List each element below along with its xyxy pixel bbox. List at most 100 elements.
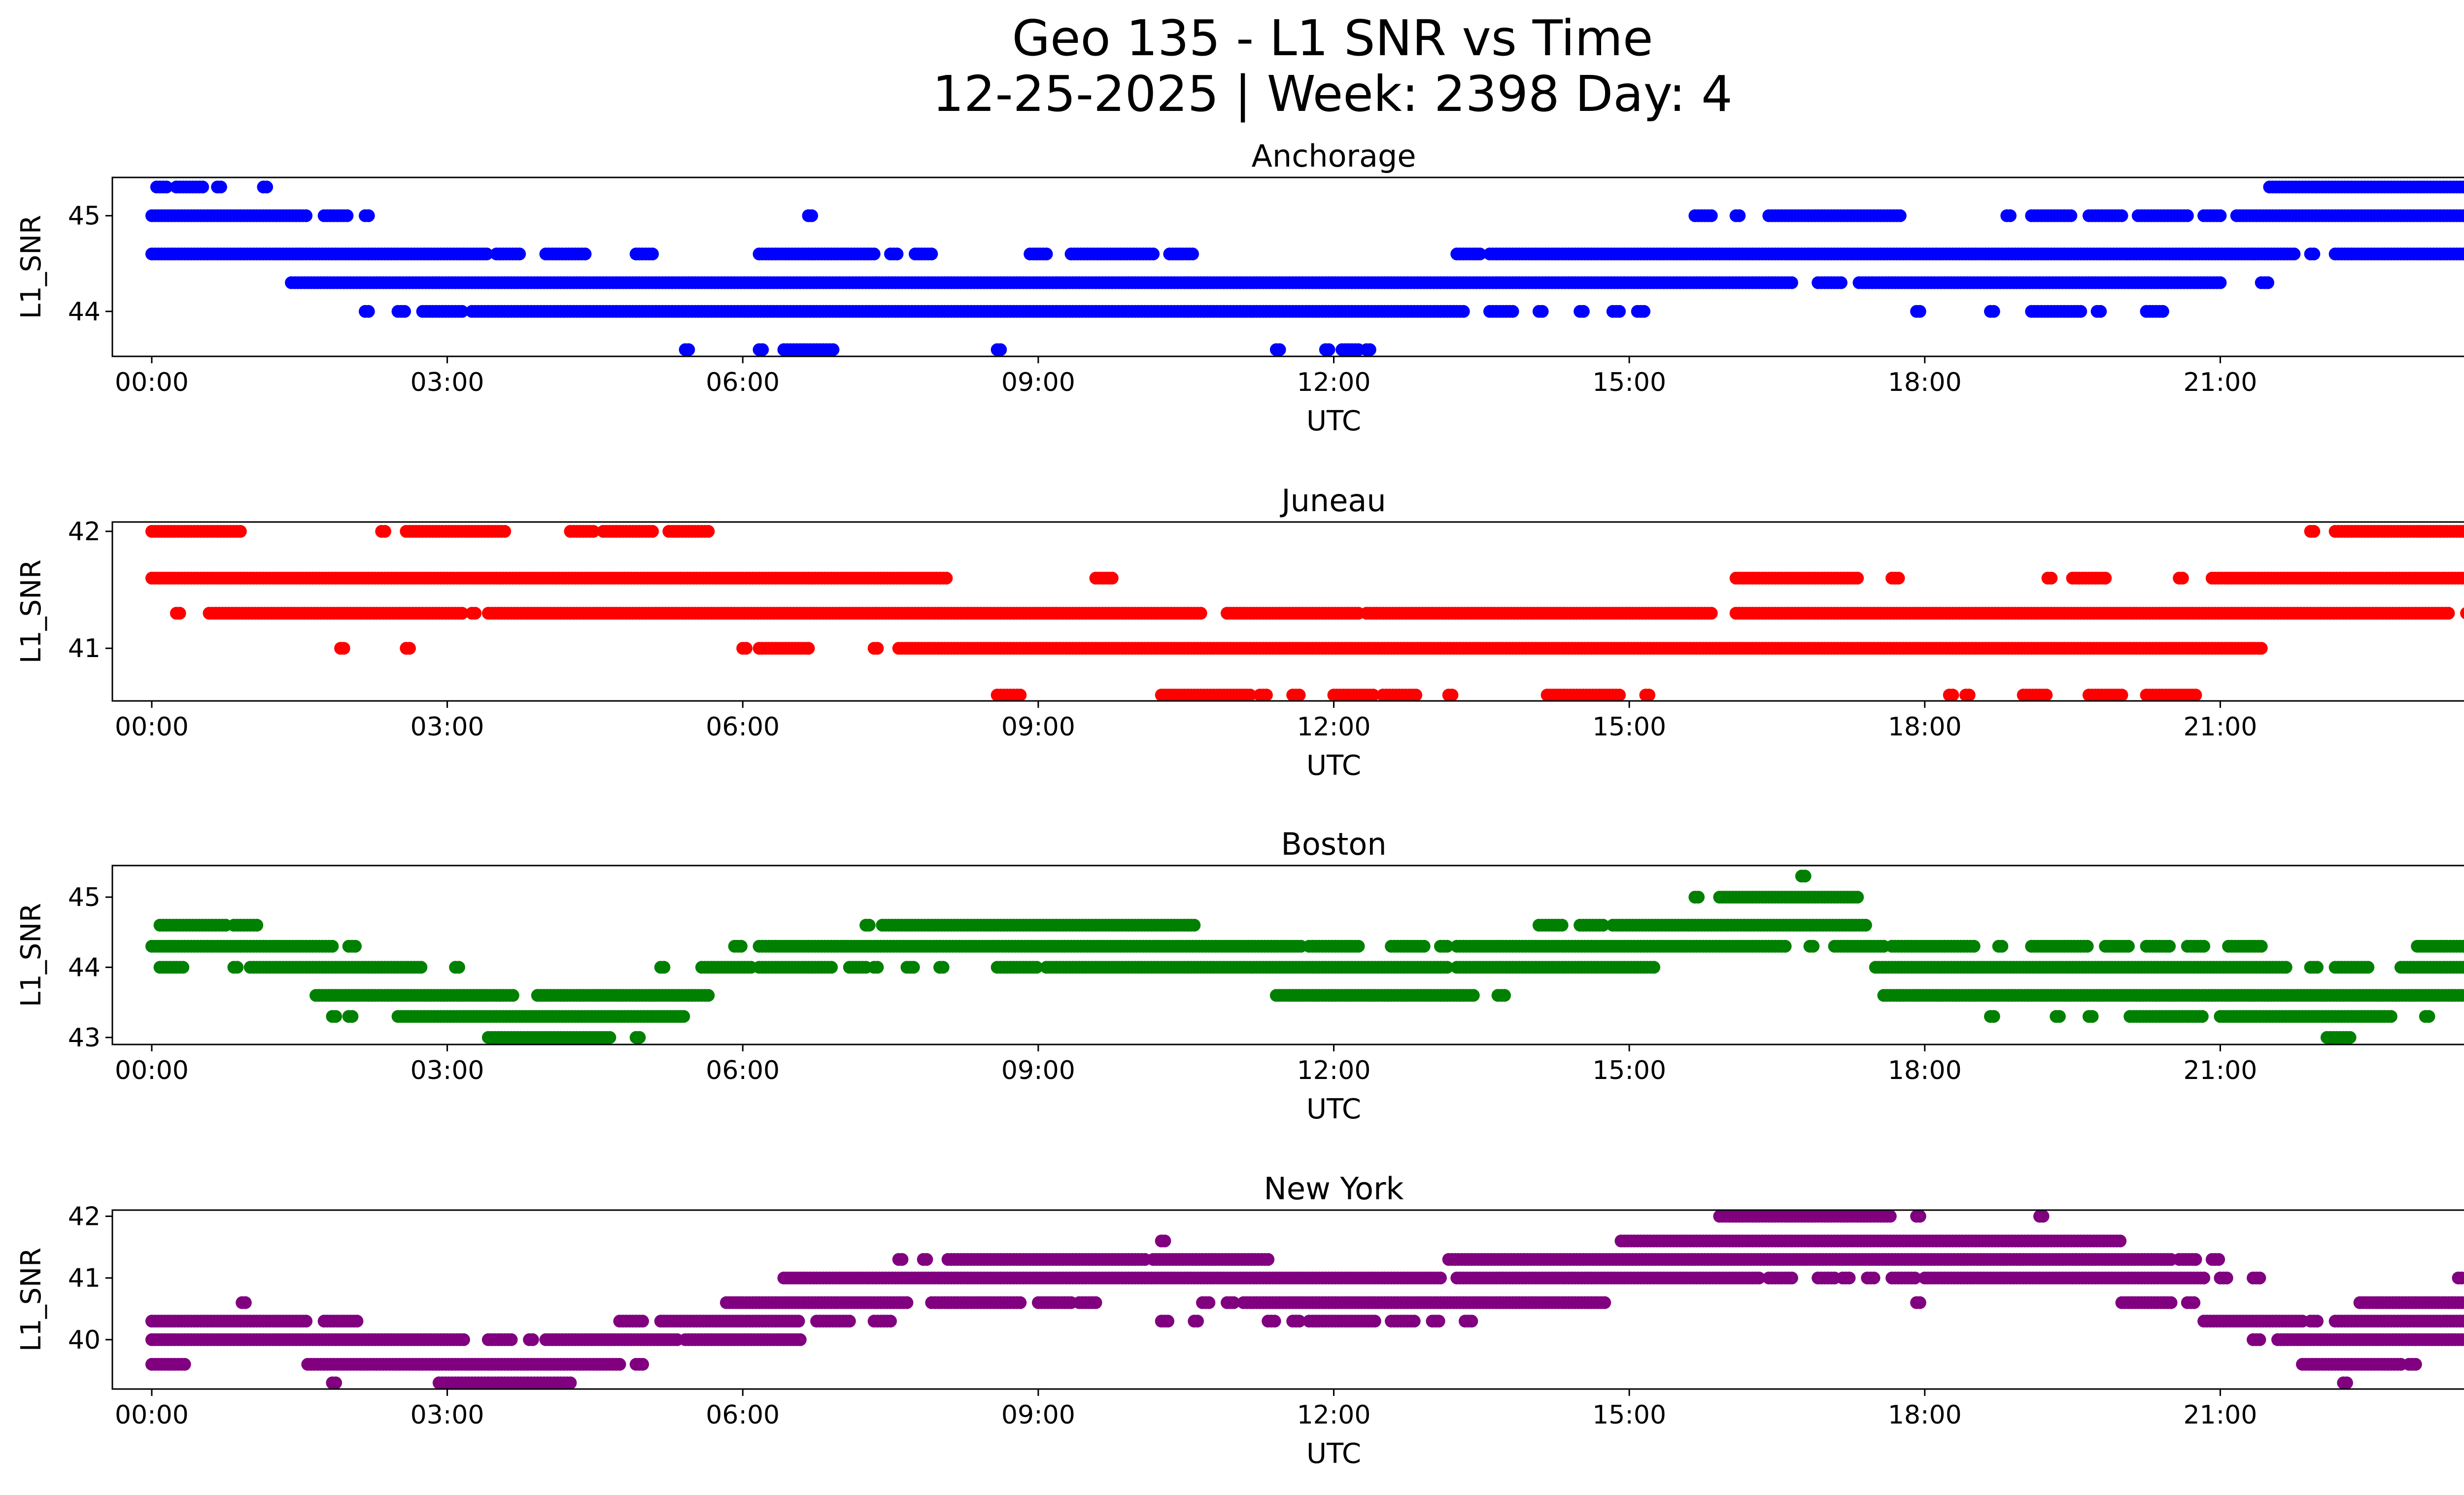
data-point: [2004, 209, 2017, 222]
data-points: [145, 180, 2464, 356]
y-tick-label: 41: [68, 634, 101, 663]
data-point: [1705, 607, 1718, 620]
data-point: [646, 247, 659, 261]
data-point: [1987, 305, 2000, 318]
data-point: [802, 642, 815, 655]
data-point: [2311, 961, 2324, 974]
data-point: [173, 607, 186, 620]
data-point: [2064, 209, 2078, 222]
data-point: [1596, 919, 1609, 932]
data-point: [196, 180, 209, 194]
data-point: [300, 209, 313, 222]
x-tick-label: 09:00: [1001, 368, 1075, 397]
data-point: [734, 939, 748, 953]
data-point: [326, 939, 339, 953]
y-tick-label: 42: [68, 517, 101, 547]
data-point: [2255, 939, 2268, 953]
data-point: [1473, 247, 1486, 261]
data-point: [1798, 869, 1812, 883]
data-point: [176, 961, 190, 974]
x-tick-label: 03:00: [411, 712, 484, 742]
x-tick-label: 18:00: [1888, 368, 1962, 397]
y-tick-label: 45: [68, 202, 101, 231]
data-point: [1030, 961, 1043, 974]
data-point: [867, 247, 881, 261]
data-point: [1322, 343, 1335, 356]
x-tick-label: 03:00: [411, 368, 484, 397]
data-point: [2460, 209, 2464, 222]
panel-title: Boston: [1281, 826, 1386, 862]
data-point: [2122, 939, 2135, 953]
figure-title-line-2: 12-25-2025 | Week: 2398 Day: 4: [932, 65, 1732, 123]
data-point: [362, 305, 375, 318]
data-point: [994, 343, 1007, 356]
data-point: [2115, 209, 2128, 222]
data-point: [498, 525, 512, 538]
data-point: [513, 247, 526, 261]
data-point: [1105, 571, 1119, 585]
data-point: [1995, 939, 2009, 953]
data-point: [1892, 571, 1905, 585]
data-point: [2214, 276, 2227, 289]
data-point: [2197, 939, 2211, 953]
data-point: [403, 642, 416, 655]
x-axis-label: UTC: [1306, 405, 1361, 437]
data-point: [337, 642, 350, 655]
data-point: [2045, 571, 2058, 585]
data-point: [2460, 181, 2464, 193]
data-point: [398, 305, 411, 318]
data-point: [2099, 571, 2112, 585]
data-point: [1807, 939, 1820, 953]
data-point: [1417, 939, 1431, 953]
y-axis-label: L1_SNR: [15, 559, 47, 663]
data-point: [378, 525, 391, 538]
data-point: [587, 525, 600, 538]
data-point: [2462, 573, 2464, 583]
data-point: [1779, 939, 1792, 953]
y-tick-label: 44: [68, 297, 101, 327]
panel-title: Juneau: [1279, 483, 1386, 519]
data-point: [2442, 607, 2455, 620]
y-axis-label: L1_SNR: [15, 215, 47, 319]
data-point: [871, 961, 884, 974]
data-point: [756, 343, 769, 356]
data-point: [1273, 343, 1286, 356]
data-point: [1445, 689, 1459, 701]
figure-title-line-1: Geo 135 - L1 SNR vs Time: [1012, 9, 1653, 67]
data-point: [925, 247, 938, 261]
x-tick-label: 00:00: [115, 712, 189, 742]
data-point: [1638, 305, 1651, 318]
data-point: [414, 961, 428, 974]
data-point: [1363, 343, 1376, 356]
data-point: [1893, 209, 1907, 222]
data-points: [145, 525, 2464, 701]
data-point: [1536, 305, 1549, 318]
data-point: [2288, 247, 2301, 261]
x-tick-label: 18:00: [1888, 712, 1962, 742]
data-point: [2181, 209, 2194, 222]
data-point: [2040, 689, 2053, 701]
x-tick-label: 09:00: [1001, 712, 1075, 742]
data-point: [234, 525, 247, 538]
data-point: [214, 180, 227, 194]
data-point: [2261, 276, 2274, 289]
data-point: [1851, 891, 1864, 904]
data-point: [250, 919, 264, 932]
data-point: [936, 961, 950, 974]
data-point: [2460, 525, 2464, 537]
data-point: [1186, 247, 1199, 261]
data-point: [579, 247, 592, 261]
data-point: [1147, 247, 1160, 261]
data-point: [341, 209, 354, 222]
panel-title: Anchorage: [1251, 138, 1416, 174]
data-point: [362, 209, 375, 222]
data-point: [1260, 689, 1273, 701]
data-point: [1613, 305, 1626, 318]
data-point: [1733, 209, 1746, 222]
data-point: [2189, 689, 2202, 701]
data-point: [805, 209, 819, 222]
data-point: [1785, 276, 1798, 289]
data-point: [2255, 642, 2268, 655]
data-point: [1851, 571, 1864, 585]
